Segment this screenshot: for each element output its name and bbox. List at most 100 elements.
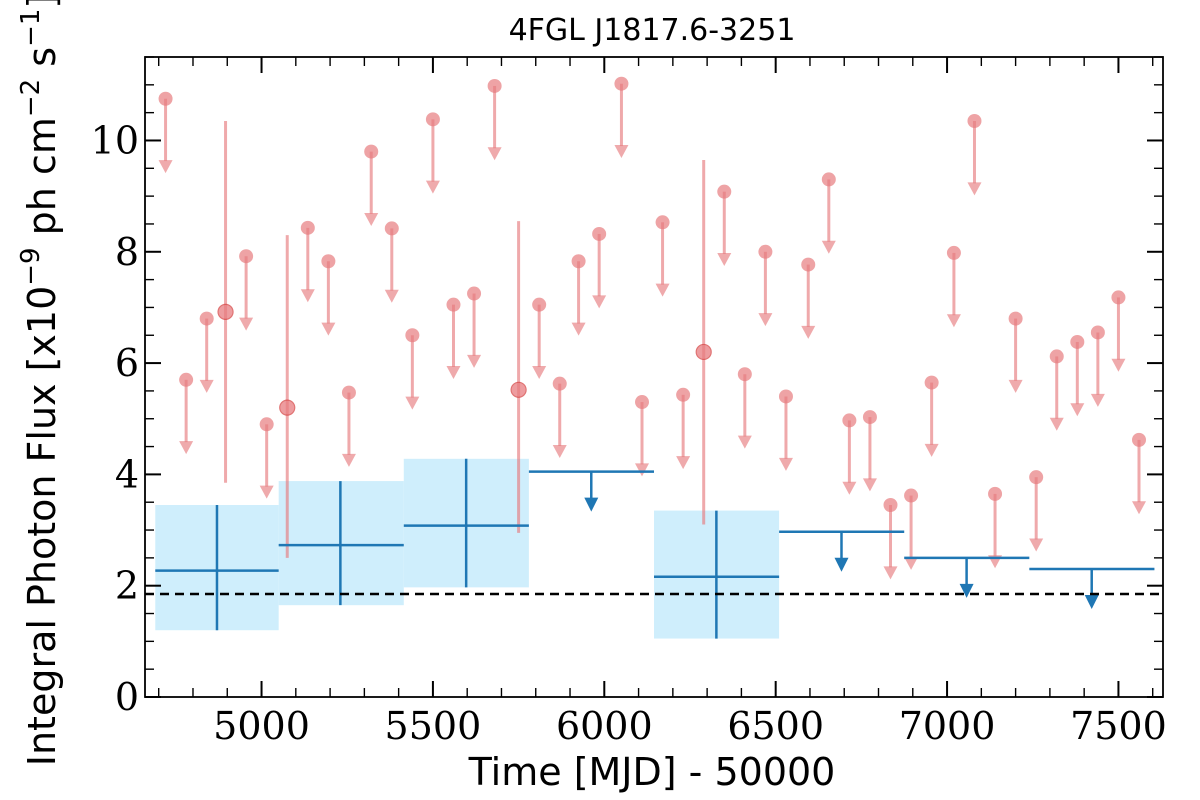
monthly-upper-limit-arrowhead-8	[364, 212, 379, 226]
monthly-upper-limit-point-11	[425, 112, 440, 127]
monthly-upper-limit-arrowhead-6	[321, 322, 336, 336]
x-tick-label-6500: 6500	[727, 704, 824, 748]
monthly-upper-limit-arrowhead-20	[635, 463, 650, 477]
y-tick-label-4: 4	[115, 452, 139, 496]
monthly-detection-point-3	[695, 343, 712, 361]
monthly-upper-limit-arrowhead-25	[758, 313, 773, 327]
monthly-upper-limit-point-14	[487, 78, 502, 93]
monthly-upper-limit-arrowhead-9	[384, 289, 399, 303]
monthly-upper-limit-arrowhead-22	[676, 456, 691, 470]
monthly-upper-limit-point-5	[300, 220, 315, 235]
monthly-upper-limit-arrowhead-10	[405, 396, 420, 410]
monthly-upper-limit-arrowhead-0	[158, 160, 173, 174]
yearly-upper-limit-arrowhead-3	[1084, 595, 1099, 609]
monthly-upper-limit-arrowhead-13	[467, 354, 482, 368]
monthly-upper-limit-point-42	[1111, 290, 1126, 305]
monthly-upper-limit-arrowhead-11	[425, 180, 440, 194]
y-axis-title-part2: ph cm	[20, 117, 64, 247]
monthly-upper-limit-arrowhead-39	[1049, 417, 1064, 431]
monthly-upper-limit-arrowhead-14	[487, 147, 502, 161]
monthly-upper-limit-arrowhead-40	[1070, 403, 1085, 417]
monthly-upper-limit-arrowhead-30	[862, 478, 877, 492]
plot-area	[145, 76, 1163, 639]
y-tick-label-2: 2	[115, 564, 139, 608]
x-tick-label-5000: 5000	[213, 704, 310, 748]
monthly-upper-limit-point-27	[801, 257, 816, 272]
monthly-upper-limit-point-2	[199, 311, 214, 326]
monthly-upper-limit-arrowhead-34	[946, 314, 961, 328]
monthly-upper-limit-point-29	[842, 413, 857, 428]
monthly-upper-limit-arrowhead-18	[592, 295, 607, 309]
monthly-upper-limit-point-18	[592, 226, 607, 241]
monthly-upper-limit-arrowhead-12	[446, 366, 461, 379]
monthly-upper-limit-point-21	[655, 215, 670, 230]
monthly-upper-limit-arrowhead-1	[179, 441, 194, 455]
monthly-upper-limit-point-25	[758, 244, 773, 259]
monthly-upper-limit-arrowhead-37	[1008, 379, 1023, 393]
monthly-upper-limit-point-10	[405, 328, 420, 343]
monthly-upper-limit-arrowhead-38	[1029, 538, 1044, 552]
monthly-upper-limit-arrowhead-42	[1111, 358, 1126, 372]
monthly-upper-limit-point-31	[883, 498, 898, 512]
monthly-upper-limit-arrowhead-4	[259, 485, 274, 499]
monthly-upper-limit-arrowhead-24	[737, 435, 752, 449]
axes: 5000 5500 6000 6500 7000 7500 0 2 4 6 8 10	[91, 56, 1167, 748]
monthly-upper-limit-arrowhead-5	[300, 289, 315, 303]
monthly-upper-limit-point-19	[614, 76, 629, 91]
y-axis-title-exp1: −9	[16, 247, 46, 285]
monthly-upper-limit-point-35	[967, 114, 982, 128]
monthly-upper-limit-arrowhead-2	[199, 379, 214, 393]
monthly-upper-limit-point-12	[446, 297, 461, 312]
monthly-upper-limit-point-15	[532, 297, 547, 312]
monthly-upper-limit-arrowhead-19	[614, 145, 629, 159]
monthly-upper-limit-point-36	[988, 486, 1003, 501]
x-tick-label-6000: 6000	[556, 704, 653, 748]
y-axis-title-part1: Integral Photon Flux [x10	[20, 286, 64, 767]
monthly-upper-limit-arrowhead-35	[967, 182, 982, 196]
y-tick-label-10: 10	[91, 118, 139, 162]
monthly-upper-limit-point-6	[321, 254, 336, 269]
monthly-upper-limit-point-17	[571, 254, 586, 269]
monthly-upper-limit-point-37	[1008, 311, 1023, 326]
y-tick-label-0: 0	[115, 675, 139, 719]
yearly-upper-limit-arrowhead-1	[834, 557, 849, 572]
monthly-upper-limit-arrowhead-16	[552, 445, 567, 459]
y-axis-title-part4: ]	[20, 0, 64, 9]
monthly-detection-point-2	[510, 381, 527, 398]
monthly-upper-limit-arrowhead-43	[1132, 501, 1147, 515]
monthly-upper-limit-point-32	[904, 488, 919, 503]
monthly-upper-limit-point-26	[778, 389, 793, 404]
plot-frame	[144, 56, 1164, 698]
monthly-upper-limit-arrowhead-33	[924, 443, 939, 457]
y-tick-label-6: 6	[115, 341, 139, 385]
y-axis-title-exp2: −2	[16, 79, 46, 117]
yearly-upper-limit-arrowhead-0	[584, 497, 599, 512]
x-tick-label-7000: 7000	[899, 704, 996, 748]
monthly-upper-limit-arrowhead-32	[904, 556, 919, 570]
monthly-upper-limit-point-7	[341, 385, 356, 400]
monthly-upper-limit-point-41	[1090, 325, 1105, 340]
monthly-upper-limit-arrowhead-17	[571, 322, 586, 336]
monthly-detection-point-1	[279, 399, 296, 416]
monthly-upper-limit-arrowhead-15	[532, 366, 547, 379]
monthly-upper-limit-point-33	[924, 375, 939, 390]
chart-title: 4FGL J1817.6-3251	[509, 13, 796, 48]
monthly-upper-limit-arrowhead-26	[778, 457, 793, 471]
monthly-upper-limit-arrowhead-3	[239, 317, 254, 331]
monthly-upper-limit-arrowhead-7	[341, 453, 356, 467]
monthly-upper-limit-point-39	[1049, 349, 1064, 364]
monthly-upper-limit-point-13	[467, 286, 482, 301]
monthly-upper-limit-point-24	[737, 367, 752, 382]
monthly-upper-limit-arrowhead-31	[883, 566, 898, 580]
y-tick-label-8: 8	[115, 230, 139, 274]
monthly-upper-limit-point-4	[259, 417, 274, 432]
monthly-upper-limit-arrowhead-29	[842, 481, 857, 495]
x-tick-label-7500: 7500	[1070, 704, 1167, 748]
monthly-upper-limit-point-43	[1132, 432, 1147, 447]
monthly-detection-point-0	[217, 303, 234, 320]
monthly-upper-limit-arrowhead-21	[655, 283, 670, 297]
monthly-upper-limit-point-8	[364, 144, 379, 159]
monthly-upper-limit-point-40	[1070, 334, 1085, 349]
x-axis-title: Time [MJD] - 50000	[468, 750, 836, 794]
